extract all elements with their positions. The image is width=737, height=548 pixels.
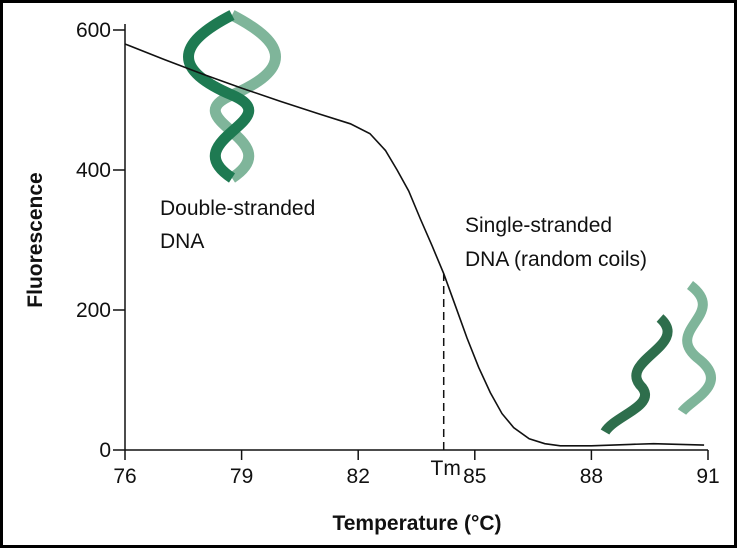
tm-label: Tm — [431, 457, 461, 480]
curve — [124, 43, 705, 447]
x-axis-title: Temperature (°C) — [332, 512, 501, 535]
annotation: DNA (random coils) — [465, 248, 647, 271]
x-tick-label: 88 — [580, 465, 603, 488]
x-tick-label: 91 — [696, 465, 719, 488]
annotation: Single-stranded — [465, 214, 612, 237]
x-tick-label: 76 — [113, 465, 136, 488]
x-tick-label: 85 — [463, 465, 486, 488]
y-tick-label: 600 — [76, 19, 111, 42]
double-helix-icon — [183, 10, 281, 183]
y-tick-label: 0 — [99, 439, 111, 462]
y-tick-label: 200 — [76, 299, 111, 322]
x-tick-label: 79 — [230, 465, 253, 488]
y-tick-label: 400 — [76, 159, 111, 182]
x-tick-label: 82 — [347, 465, 370, 488]
annotation: Double-stranded — [160, 197, 315, 220]
single-strand-icon — [600, 281, 716, 436]
annotation: DNA — [160, 230, 204, 253]
y-axis-title: Fluorescence — [24, 172, 47, 307]
